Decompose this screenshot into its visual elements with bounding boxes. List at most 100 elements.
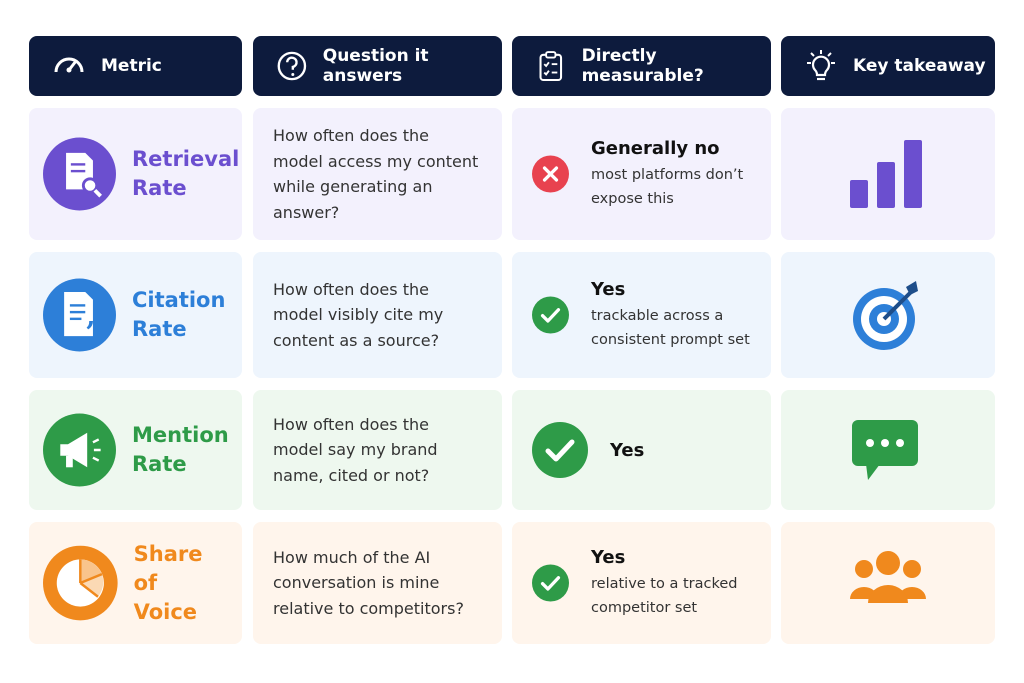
takeaway-icon-part — [904, 140, 922, 208]
answer-text: Yes — [591, 546, 626, 568]
answer-block: Yes relative to a tracked competitor set — [591, 547, 751, 620]
column-header: Metric — [29, 36, 242, 96]
answer-block: Yes trackable across a consistent prompt … — [591, 279, 751, 352]
metric-icon-part — [79, 559, 103, 598]
header-icon-part — [277, 51, 307, 81]
metric-name: Retrieval Rate — [132, 147, 240, 200]
table-cell: Share of Voice — [29, 522, 242, 644]
takeaway-icon — [852, 420, 918, 480]
takeaway-icon-part — [850, 180, 868, 208]
header-icon — [539, 51, 563, 82]
takeaway-icon — [850, 551, 926, 603]
takeaway-icon-part — [906, 281, 918, 295]
metric-icon-part: ” — [85, 315, 102, 349]
metric-name: Share of Voice — [133, 541, 203, 624]
metric-icon-part — [60, 432, 88, 468]
column-header: Directly measurable? — [512, 36, 771, 96]
metric-icon: ” — [43, 278, 116, 352]
table-cell: Retrieval Rate — [29, 108, 242, 240]
check-icon-part — [540, 308, 561, 323]
metric-icon-part — [64, 291, 93, 337]
header-icon-part — [291, 72, 295, 76]
answer-note: trackable across a consistent prompt set — [591, 307, 750, 348]
metric-icon — [43, 137, 116, 211]
answer-block: Yes — [610, 440, 644, 461]
table-cell: ” Citation Rate — [29, 252, 242, 378]
cross-icon-part — [542, 166, 559, 182]
table-cell: How often does the model access my conte… — [253, 108, 502, 240]
column-header: Question it answers — [253, 36, 502, 96]
takeaway-icon-part — [866, 439, 874, 447]
table-cell — [781, 108, 995, 240]
table-cell: Generally no most platforms don’t expose … — [512, 108, 771, 240]
table-cell — [781, 252, 995, 378]
header-label: Directly measurable? — [581, 46, 704, 86]
answer-text: Yes — [610, 439, 645, 461]
check-icon-part — [545, 439, 575, 462]
header-label: Key takeaway — [853, 56, 986, 76]
answer-text: Generally no — [591, 137, 720, 159]
answer-note: most platforms don’t expose this — [591, 166, 744, 207]
header-icon-part — [66, 67, 72, 73]
answer-text: Yes — [591, 278, 626, 300]
header-label: Question it answers — [322, 46, 429, 86]
header-icon-part — [539, 53, 563, 82]
table-cell: Mention Rate — [29, 390, 242, 510]
takeaway-icon-part — [876, 551, 900, 575]
header-icon-part — [811, 55, 831, 77]
check-icon — [532, 422, 588, 478]
takeaway-icon-part — [881, 439, 889, 447]
table-cell: How much of the AI conversation is mine … — [253, 522, 502, 644]
header-icon-part — [54, 57, 84, 73]
table-cell: Yes trackable across a consistent prompt … — [512, 252, 771, 378]
check-icon-part — [540, 576, 561, 591]
takeaway-icon-part — [855, 560, 873, 578]
check-icon-part — [532, 296, 569, 334]
metric-icon-part — [93, 188, 102, 198]
metric-icon-part — [80, 559, 102, 583]
check-icon-part — [532, 422, 588, 478]
answer-note: relative to a tracked competitor set — [591, 575, 738, 616]
header-icon — [807, 50, 835, 81]
takeaway-icon-part — [866, 464, 880, 480]
metric-name: Mention Rate — [132, 423, 229, 476]
question-text: How often does the model access my conte… — [273, 126, 479, 222]
question-text: How often does the model visibly cite my… — [273, 279, 444, 350]
check-icon-part — [532, 564, 569, 602]
header-icon-part — [545, 51, 557, 59]
metric-icon-part — [80, 574, 104, 597]
takeaway-icon — [850, 140, 922, 208]
takeaway-icon-part — [868, 585, 908, 603]
table-cell: Yes relative to a tracked competitor set — [512, 522, 771, 644]
takeaway-icon — [853, 281, 918, 350]
question-text: How much of the AI conversation is mine … — [273, 547, 464, 618]
metric-icon — [43, 545, 118, 621]
takeaway-icon-part — [850, 587, 926, 599]
header-icon-part — [286, 56, 298, 70]
header-label: Metric — [101, 56, 162, 76]
metric-name: Citation Rate — [132, 288, 226, 341]
takeaway-icon-part — [896, 439, 904, 447]
table-cell — [781, 390, 995, 510]
metric-icon — [43, 413, 116, 487]
table-cell: How often does the model visibly cite my… — [253, 252, 502, 378]
header-icon — [54, 57, 84, 73]
header-icon-part — [807, 50, 835, 64]
table-cell: Yes — [512, 390, 771, 510]
metric-icon-part — [66, 455, 73, 468]
cross-icon — [532, 155, 569, 193]
answer-block: Generally no most platforms don’t expose … — [591, 138, 751, 211]
takeaway-icon-part — [903, 560, 921, 578]
check-icon — [532, 564, 569, 602]
question-text: How often does the model say my brand na… — [273, 414, 438, 485]
column-header: Key takeaway — [781, 36, 995, 96]
takeaway-icon-part — [877, 162, 895, 208]
metric-icon-part — [81, 177, 99, 194]
metric-icon-part — [92, 438, 101, 462]
table-cell — [781, 522, 995, 644]
check-icon — [532, 296, 569, 334]
header-icon — [277, 51, 307, 81]
takeaway-icon-part — [882, 289, 914, 321]
